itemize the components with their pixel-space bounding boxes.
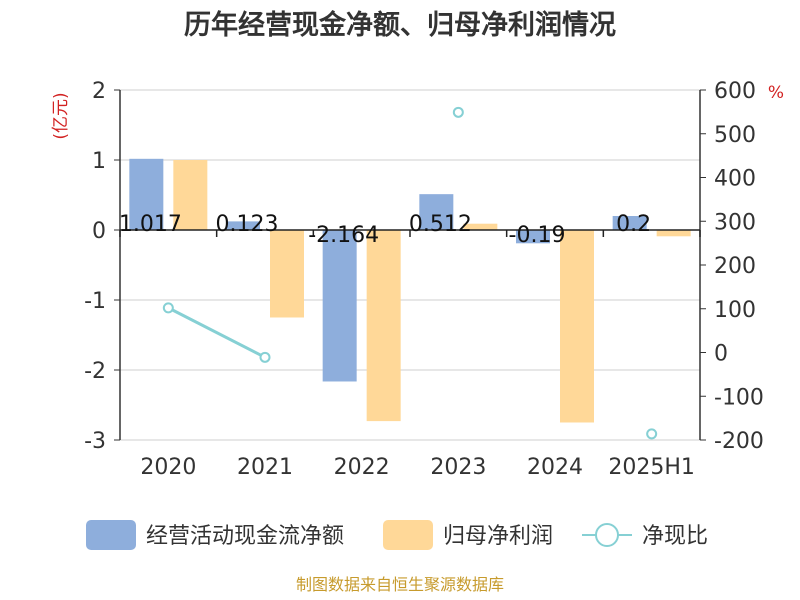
cashflow-data-label: 0.512 xyxy=(409,212,472,237)
legend-net-profit-swatch xyxy=(383,520,433,550)
cashflow-data-label: 1.017 xyxy=(119,212,182,237)
right-tick-label: 0 xyxy=(714,342,728,367)
right-tick-label: -100 xyxy=(714,385,764,410)
right-tick-label: -200 xyxy=(714,429,764,454)
left-tick-label: -2 xyxy=(84,359,106,384)
left-tick-label: 1 xyxy=(92,149,106,174)
net-profit-bar xyxy=(173,160,208,230)
legend-ratio-label: 净现比 xyxy=(642,524,708,549)
x-axis-ticks: 2020 2021 2022 2023 2024 2025H1 xyxy=(140,455,695,480)
net-profit-bar xyxy=(656,230,691,237)
cashflow-bar xyxy=(612,216,647,230)
cashflow-data-label: 0.123 xyxy=(216,212,279,237)
right-tick-label: 300 xyxy=(714,210,756,235)
legend-cashflow-label: 经营活动现金流净额 xyxy=(146,524,344,549)
x-tick-label: 2024 xyxy=(527,455,583,480)
ratio-line xyxy=(162,106,658,440)
left-tick-label: 2 xyxy=(92,79,106,104)
x-tick-label: 2020 xyxy=(140,455,196,480)
right-tick-label: 200 xyxy=(714,254,756,279)
left-tick-label: -3 xyxy=(84,429,106,454)
ratio-point xyxy=(646,428,658,440)
legend-net-profit-label: 归母净利润 xyxy=(443,524,553,549)
x-tick-label: 2025H1 xyxy=(608,455,695,480)
cashflow-bar xyxy=(419,194,454,230)
ratio-point xyxy=(259,351,271,363)
right-axis-unit: % xyxy=(768,83,784,103)
cashflow-bar xyxy=(516,230,550,244)
left-axis-unit: (亿元) xyxy=(51,92,71,139)
source-note: 制图数据来自恒生聚源数据库 xyxy=(296,575,504,594)
chart-title: 历年经营现金净额、归母净利润情况 xyxy=(184,9,616,41)
left-tick-label: -1 xyxy=(84,289,106,314)
net-profit-bar xyxy=(463,223,498,230)
right-axis-ticks: 600 500 400 300 200 100 0 -100 -200 xyxy=(700,79,764,454)
bars xyxy=(129,158,691,423)
legend-ratio-marker xyxy=(595,523,619,547)
cashflow-data-label: -0.19 xyxy=(509,223,566,248)
net-profit-bar xyxy=(560,230,594,423)
right-tick-label: 600 xyxy=(714,79,756,104)
cashflow-data-label: 0.2 xyxy=(616,212,651,237)
cashflow-bar xyxy=(129,158,164,230)
ratio-point xyxy=(452,106,464,118)
left-axis-ticks: 2 1 0 -1 -2 -3 xyxy=(84,79,120,454)
cashflow-data-label: -2.164 xyxy=(308,223,379,248)
legend-cashflow-swatch xyxy=(86,520,136,550)
ratio-line-segment xyxy=(167,306,266,359)
data-labels: 1.017 0.123 -2.164 0.512 -0.19 0.2 xyxy=(119,212,651,248)
ratio-point xyxy=(162,302,174,314)
right-tick-label: 500 xyxy=(714,123,756,148)
x-tick-label: 2022 xyxy=(334,455,390,480)
axes xyxy=(119,90,701,440)
right-tick-label: 100 xyxy=(714,298,756,323)
legend: 经营活动现金流净额 归母净利润 净现比 xyxy=(86,520,708,550)
x-tick-label: 2021 xyxy=(237,455,293,480)
cashflow-bar xyxy=(322,230,357,382)
x-tick-label: 2023 xyxy=(430,455,486,480)
net-profit-bar xyxy=(270,230,304,318)
right-tick-label: 400 xyxy=(714,167,756,192)
cashflow-bar xyxy=(226,221,260,230)
net-profit-bar xyxy=(366,230,401,422)
left-tick-label: 0 xyxy=(92,219,106,244)
gridlines xyxy=(120,89,700,441)
